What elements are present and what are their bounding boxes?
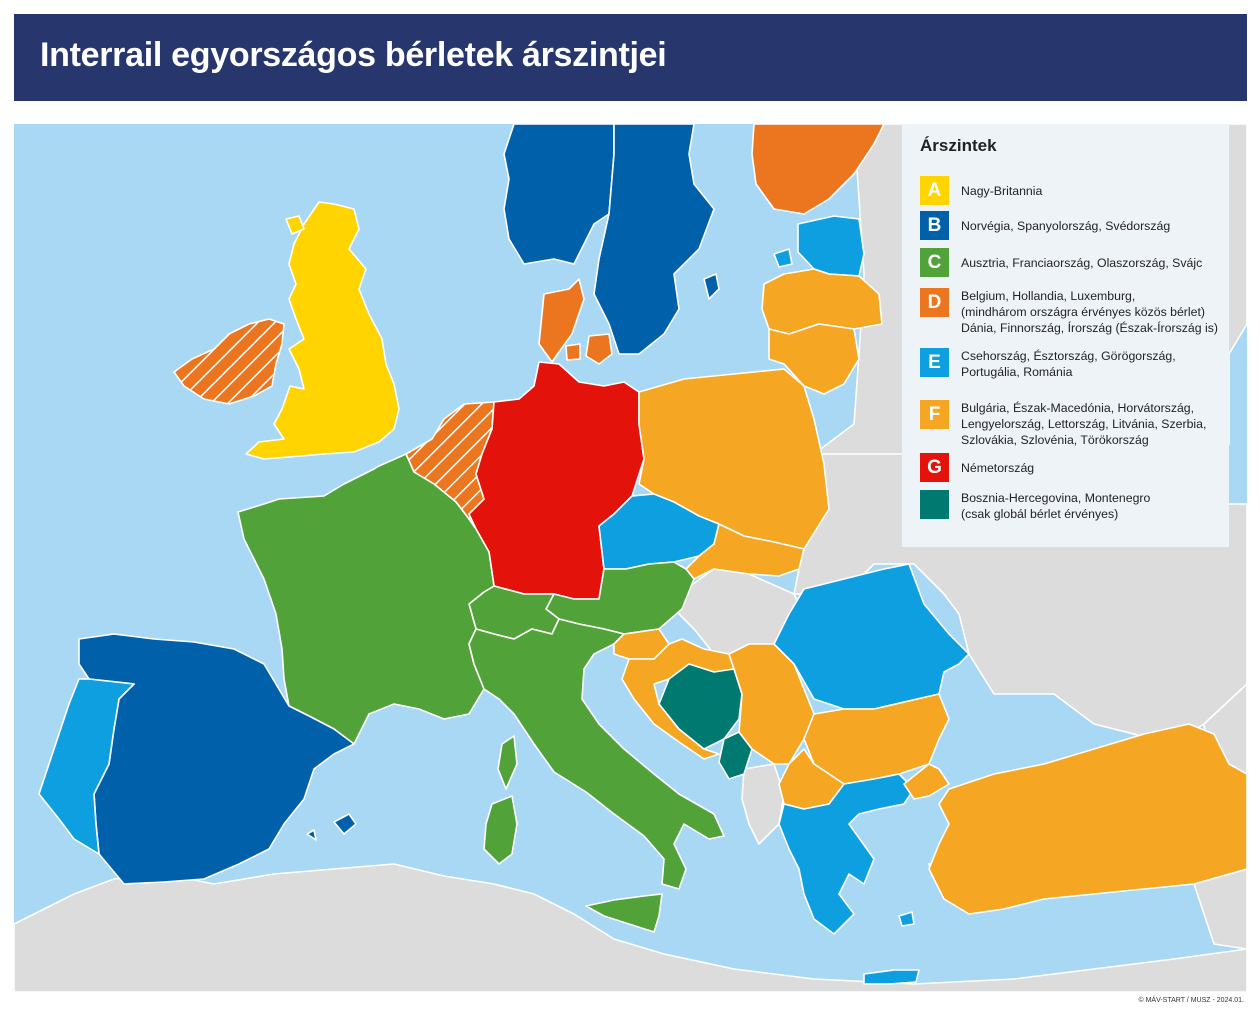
country-sweden — [593, 124, 715, 355]
legend-badge-h — [920, 490, 949, 519]
land-albania-kosovo — [741, 763, 785, 845]
legend-badge-b: B — [920, 211, 949, 240]
legend-badge-g: G — [920, 453, 949, 482]
legend-text-e-1: Csehország, Észtország, Görögország, — [961, 349, 1176, 363]
country-scottish-islands — [285, 215, 305, 235]
country-italy — [468, 618, 725, 890]
legend-item-h: Bosznia-Hercegovina, Montenegro (csak gl… — [920, 490, 1150, 522]
country-corsica — [497, 735, 518, 790]
legend-item-a: A Nagy-Britannia — [920, 176, 1042, 205]
country-finland — [751, 124, 885, 215]
legend-text-f-2: Lengyelország, Lettország, Litvánia, Sze… — [961, 417, 1207, 431]
country-funen — [565, 343, 581, 361]
legend-item-g: G Németország — [920, 453, 1034, 482]
country-turkey-europe — [903, 763, 950, 800]
legend-heading: Árszintek — [920, 136, 997, 155]
country-sardinia — [483, 795, 518, 865]
country-denmark — [538, 278, 585, 363]
country-mallorca — [333, 813, 357, 835]
legend-text-d-3: Dánia, Finnország, Írország (Észak-Írors… — [961, 321, 1218, 335]
country-ireland — [173, 318, 285, 405]
legend-text-h-1: Bosznia-Hercegovina, Montenegro — [961, 491, 1151, 505]
legend-item-b: B Norvégia, Spanyolország, Svédország — [920, 211, 1170, 240]
map: Árszintek A Nagy-Britannia B Norvégia, S… — [14, 124, 1247, 992]
legend-item-d: D Belgium, Hollandia, Luxemburg, (mindhá… — [920, 288, 1218, 336]
country-portugal — [38, 678, 135, 855]
legend-item-e: E Csehország, Észtország, Görögország, P… — [920, 348, 1176, 380]
title-bar: Interrail egyországos bérletek árszintje… — [14, 14, 1247, 101]
country-greek-island-1 — [898, 911, 915, 927]
legend-text-f-3: Szlovákia, Szlovénia, Törökország — [961, 433, 1149, 447]
country-turkey — [928, 723, 1247, 915]
country-greece — [778, 773, 915, 935]
country-zealand — [585, 333, 613, 365]
legend-badge-f: F — [920, 400, 949, 429]
country-gotland — [703, 273, 720, 300]
legend-text-c-1: Ausztria, Franciaország, Olaszország, Sv… — [961, 256, 1203, 270]
legend-text-g-1: Németország — [961, 461, 1035, 475]
country-sicily — [585, 893, 663, 933]
country-crete — [863, 969, 920, 985]
legend-item-f: F Bulgária, Észak-Macedónia, Horvátorszá… — [920, 400, 1206, 448]
legend-badge-a: A — [920, 176, 949, 205]
country-ibiza — [306, 829, 317, 841]
legend-text-a-1: Nagy-Britannia — [961, 184, 1043, 198]
legend-badge-d: D — [920, 288, 949, 317]
legend-badge-e: E — [920, 348, 949, 377]
country-lithuania — [768, 323, 860, 395]
copyright: © MÁV-START / MUSZ - 2024.01. — [1138, 997, 1244, 1004]
legend-item-c: C Ausztria, Franciaország, Olaszország, … — [920, 248, 1202, 277]
legend-text-b-1: Norvégia, Spanyolország, Svédország — [961, 219, 1171, 233]
legend-text-f-1: Bulgária, Észak-Macedónia, Horvátország, — [961, 401, 1195, 415]
country-bosnia — [658, 663, 743, 750]
page-title: Interrail egyországos bérletek árszintje… — [40, 36, 667, 74]
legend-text-d-1: Belgium, Hollandia, Luxemburg, — [961, 289, 1136, 303]
country-saaremaa — [773, 248, 793, 268]
country-great-britain — [245, 201, 400, 460]
land-africa — [14, 863, 1247, 992]
country-romania — [773, 563, 970, 710]
map-svg: Árszintek A Nagy-Britannia B Norvégia, S… — [14, 124, 1247, 992]
legend-text-h-2: (csak globál bérlet érvényes) — [961, 507, 1119, 521]
legend-text-d-2: (mindhárom országra érvényes közös bérle… — [961, 305, 1205, 319]
legend-badge-c: C — [920, 248, 949, 277]
legend-text-e-2: Portugália, Románia — [961, 365, 1073, 379]
legend: Árszintek A Nagy-Britannia B Norvégia, S… — [902, 124, 1229, 547]
